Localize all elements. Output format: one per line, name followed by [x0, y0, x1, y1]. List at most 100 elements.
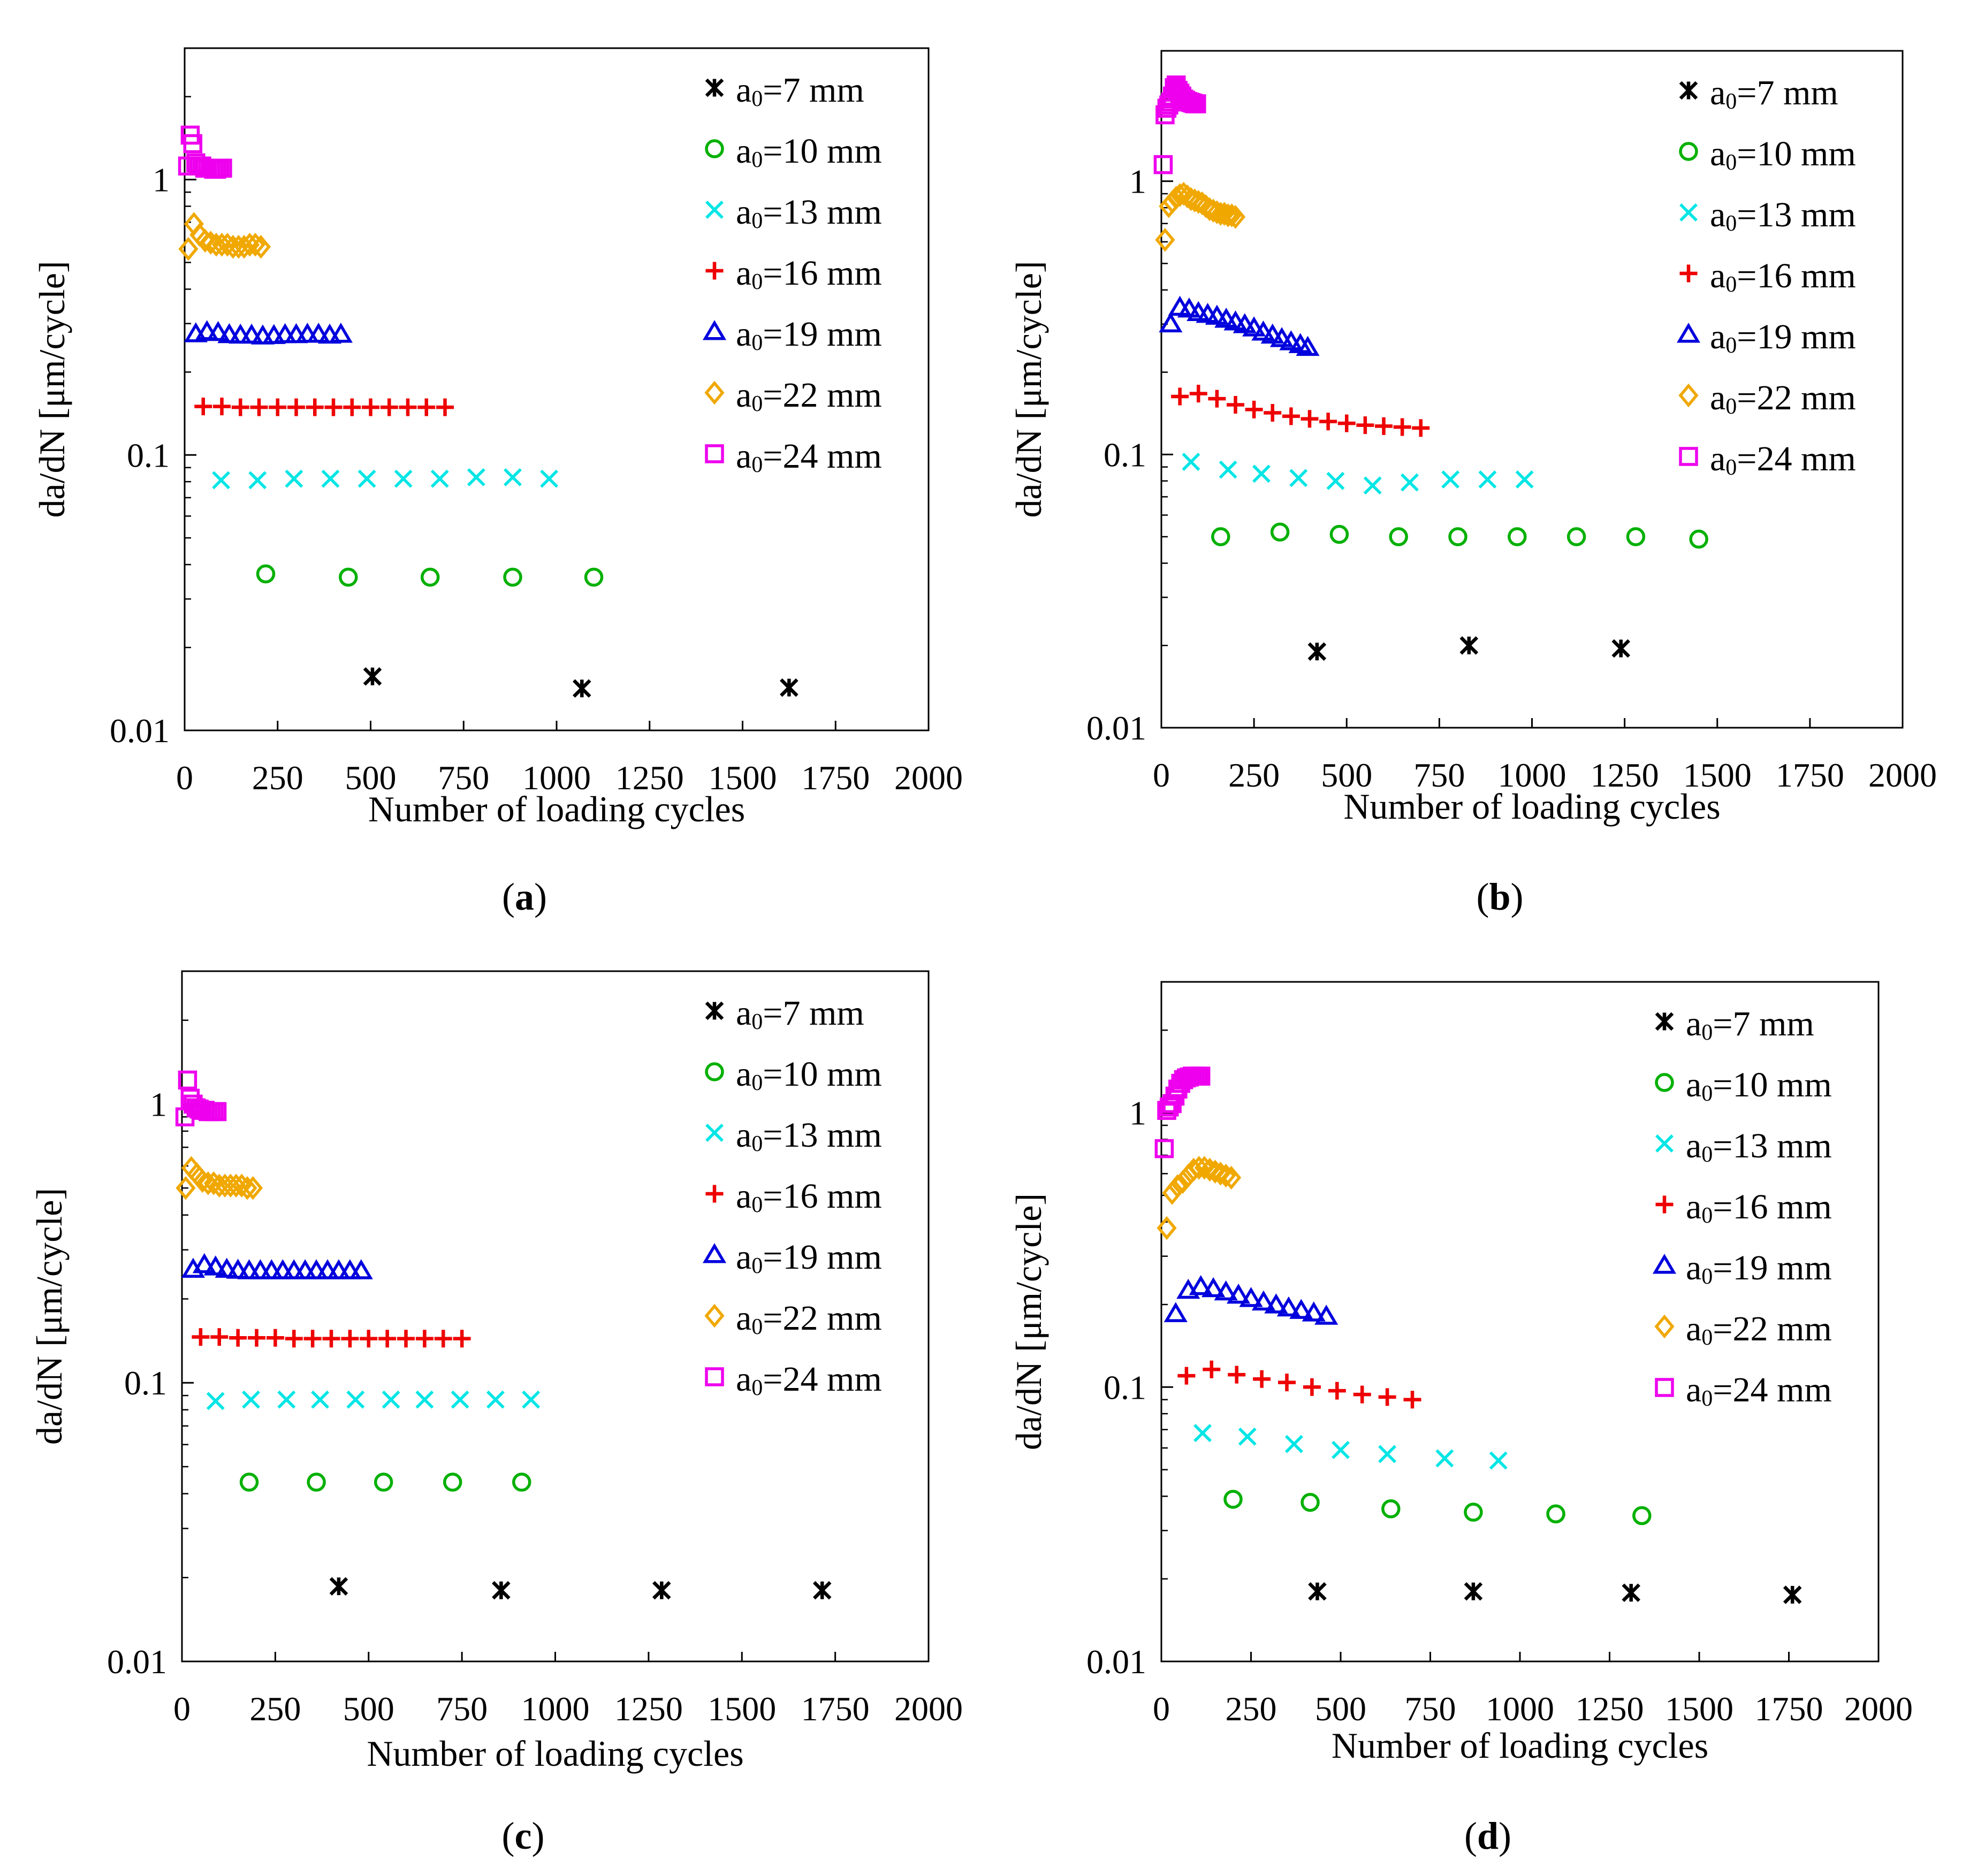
legend-entry: a0=19 mm [1652, 1248, 1832, 1289]
x-tick-label: 1000 [522, 759, 591, 797]
data-point [237, 1259, 261, 1279]
data-point [1302, 1301, 1326, 1322]
data-point [1177, 298, 1201, 318]
data-point [1308, 1582, 1327, 1601]
legend-marker [702, 1243, 727, 1263]
legend-label: a0=10 mm [1710, 134, 1856, 175]
data-point [443, 1473, 462, 1492]
x-tick-label: 1750 [1755, 1690, 1823, 1728]
legend-entry: a0=22 mm [704, 1299, 882, 1339]
data-point [269, 398, 287, 416]
series-a0-7 [1308, 1582, 1802, 1604]
legend-marker [705, 262, 724, 280]
data-point [1189, 385, 1207, 403]
data-point [293, 1259, 317, 1279]
series-a0-22 [1157, 1156, 1242, 1240]
x-tick-label: 500 [343, 1690, 394, 1728]
y-tick-label: 0.01 [1086, 1643, 1146, 1681]
data-point [315, 1259, 340, 1279]
data-point [229, 1329, 247, 1347]
data-point [1171, 387, 1189, 406]
legend-marker [705, 78, 724, 97]
data-point [1159, 1097, 1179, 1117]
legend-label: a0=16 mm [1710, 256, 1856, 297]
x-tick-label: 2000 [894, 1690, 963, 1728]
data-point [1626, 527, 1646, 546]
data-point [1238, 1427, 1257, 1446]
data-point [1296, 335, 1320, 356]
data-point [195, 228, 215, 253]
data-point [1783, 1585, 1802, 1604]
data-point [1159, 312, 1183, 333]
data-point [1489, 1451, 1508, 1470]
data-point [417, 398, 436, 416]
data-point [1153, 155, 1173, 174]
legend-marker [705, 139, 724, 158]
legend-label: a0=19 mm [1710, 317, 1856, 358]
data-point [1289, 1299, 1313, 1319]
data-point [322, 1330, 340, 1348]
data-point [1210, 1162, 1231, 1186]
data-point [1162, 1181, 1182, 1205]
series-a0-16 [1177, 1360, 1421, 1409]
data-point [1375, 417, 1393, 435]
legend-entry: a0=7 mm [705, 71, 864, 111]
data-point [303, 1330, 322, 1348]
x-tick-label: 0 [176, 759, 193, 797]
data-point [226, 1173, 246, 1198]
x-axis-label: Number of loading cycles [1343, 786, 1720, 827]
x-tick-label: 1000 [521, 1690, 590, 1728]
data-point [206, 1392, 225, 1410]
data-point [192, 1253, 216, 1273]
x-tick-label: 1750 [1776, 756, 1844, 794]
x-tick-label: 2000 [1868, 756, 1937, 794]
data-point [451, 1390, 469, 1409]
data-point [192, 1169, 212, 1193]
data-point [1278, 1374, 1296, 1392]
data-point [1193, 1424, 1212, 1443]
legend-marker [1655, 1134, 1674, 1153]
legend-entry: a0=24 mm [1655, 1370, 1832, 1411]
data-point [326, 1259, 351, 1279]
data-point [343, 398, 361, 416]
data-point [321, 469, 340, 488]
x-tick-label: 1250 [614, 1690, 683, 1728]
legend-label: a0=13 mm [1686, 1126, 1832, 1167]
data-point [360, 1330, 378, 1348]
data-point [1441, 470, 1460, 489]
data-point [415, 1390, 434, 1409]
legend-label: a0=10 mm [736, 132, 882, 172]
x-tick-label: 1750 [801, 1690, 870, 1728]
series-a0-24 [1154, 1066, 1211, 1158]
data-point [1239, 1287, 1263, 1307]
series-a0-7 [363, 667, 799, 698]
legend-label: a0=22 mm [736, 1299, 882, 1339]
x-tick-label: 1500 [708, 1690, 776, 1728]
data-point [1448, 527, 1467, 546]
data-point [1211, 527, 1230, 546]
data-point [285, 469, 303, 488]
legend-entry: a0=24 mm [705, 1360, 882, 1400]
data-point [1219, 460, 1237, 479]
legend-marker [1652, 1254, 1677, 1274]
x-tick-label: 500 [345, 759, 397, 797]
data-point [492, 1581, 511, 1600]
x-tick-label: 1000 [1498, 756, 1566, 794]
legend-marker [1655, 1378, 1674, 1397]
data-point [584, 567, 604, 587]
data-point [1223, 1490, 1243, 1509]
data-point [1464, 1503, 1483, 1522]
legend-label: a0=24 mm [736, 1360, 882, 1400]
data-point [250, 398, 268, 416]
legend-marker [705, 1185, 724, 1203]
x-tick-label: 250 [252, 759, 303, 797]
data-point [242, 1390, 260, 1409]
y-tick-label: 0.01 [1086, 709, 1146, 747]
data-point [273, 323, 297, 344]
legend-label: a0=22 mm [1710, 378, 1856, 419]
data-point [399, 398, 417, 416]
series-a0-22 [176, 1156, 263, 1200]
x-axis-label: Number of loading cycles [368, 789, 745, 829]
data-point [346, 1390, 365, 1409]
